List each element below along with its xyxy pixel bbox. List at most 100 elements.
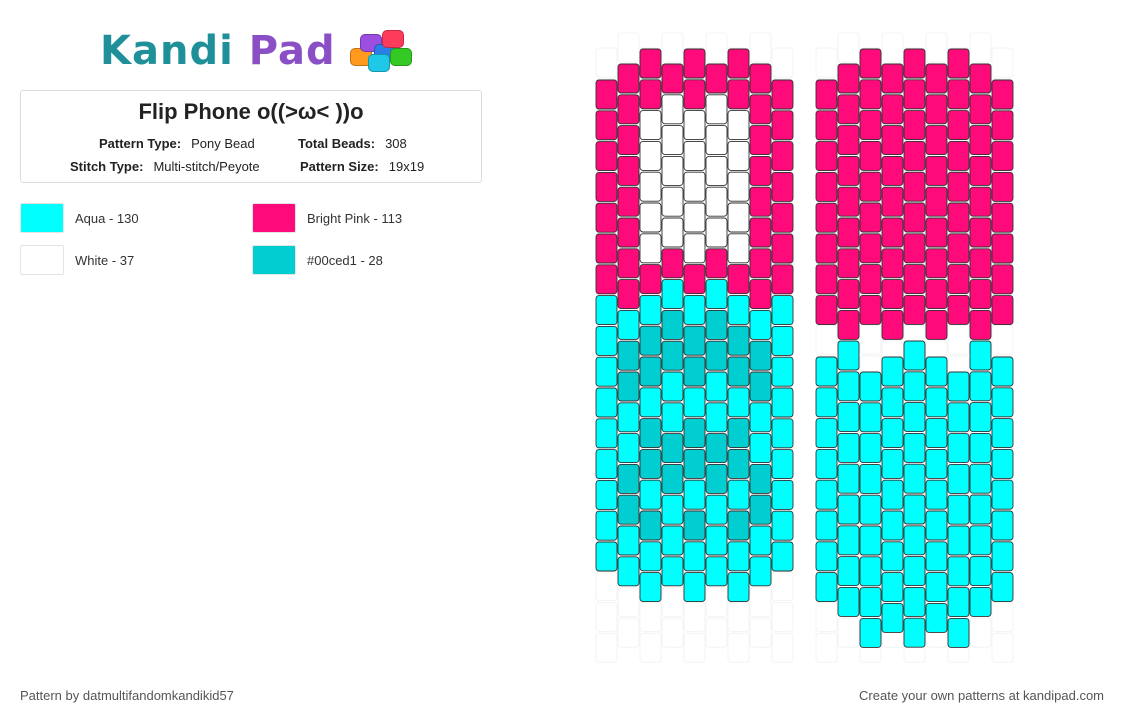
- bead: [837, 402, 860, 433]
- bead: [903, 110, 926, 141]
- bead: [727, 294, 750, 325]
- bead: [683, 510, 706, 541]
- bead: [925, 387, 948, 418]
- bead: [947, 463, 970, 494]
- bead: [705, 525, 728, 556]
- bead: [881, 279, 904, 310]
- bead: [991, 171, 1014, 202]
- total-beads: Total Beads: 308: [298, 136, 407, 151]
- bead: [947, 617, 970, 648]
- empty-slot: [661, 587, 684, 617]
- bead: [661, 556, 684, 587]
- pattern-size: Pattern Size: 19x19: [300, 159, 425, 174]
- bead: [639, 510, 662, 541]
- bead: [771, 79, 794, 110]
- legend-item-aqua: Aqua - 130: [20, 202, 139, 234]
- bead: [947, 79, 970, 110]
- bead: [727, 110, 750, 141]
- bead: [639, 448, 662, 479]
- bead: [881, 418, 904, 449]
- pattern-title: Flip Phone o((>ω< ))o: [138, 99, 364, 124]
- bead: [925, 63, 948, 94]
- bead: [661, 186, 684, 217]
- bead: [617, 340, 640, 371]
- bead: [727, 479, 750, 510]
- bead: [859, 617, 882, 648]
- bead: [771, 264, 794, 295]
- pattern-info-card: Flip Phone o((>ω< ))o Pattern Type: Pony …: [20, 90, 482, 183]
- bead: [771, 418, 794, 449]
- bead: [771, 295, 794, 326]
- bead: [859, 294, 882, 325]
- bead: [815, 387, 838, 418]
- bead: [837, 463, 860, 494]
- empty-slot: [727, 632, 750, 663]
- bead: [837, 494, 860, 525]
- empty-slot: [969, 32, 992, 63]
- bead: [815, 233, 838, 264]
- bead: [727, 572, 750, 603]
- bead: [683, 356, 706, 387]
- bead: [859, 463, 882, 494]
- bead: [903, 586, 926, 617]
- bead: [727, 541, 750, 572]
- empty-slot: [661, 32, 684, 63]
- bead: [661, 402, 684, 433]
- bead: [969, 586, 992, 617]
- empty-slot: [661, 617, 684, 648]
- bead: [991, 479, 1014, 510]
- bead: [903, 402, 926, 433]
- empty-slot: [837, 32, 860, 63]
- bead: [903, 463, 926, 494]
- bead: [705, 217, 728, 248]
- bead: [617, 217, 640, 248]
- bead: [771, 449, 794, 480]
- empty-slot: [859, 324, 882, 355]
- bead: [947, 402, 970, 433]
- bead: [859, 171, 882, 202]
- bead: [925, 186, 948, 217]
- bead: [969, 463, 992, 494]
- empty-slot: [683, 632, 706, 663]
- bead: [925, 279, 948, 310]
- bead: [749, 248, 772, 279]
- bead: [705, 463, 728, 494]
- bead: [991, 572, 1014, 603]
- bead: [595, 202, 618, 233]
- kandi-pad-logo[interactable]: Kandi Pad: [100, 26, 416, 76]
- bead: [595, 264, 618, 295]
- bead: [749, 309, 772, 340]
- bead: [639, 110, 662, 141]
- bead: [837, 309, 860, 340]
- bead: [617, 309, 640, 340]
- empty-slot: [595, 47, 618, 78]
- bead: [595, 295, 618, 326]
- bead: [947, 525, 970, 556]
- bead: [969, 402, 992, 433]
- bead: [815, 141, 838, 172]
- bead: [617, 186, 640, 217]
- kandipad-cta-link[interactable]: Create your own patterns at kandipad.com: [859, 688, 1104, 703]
- color-swatch: [252, 245, 296, 275]
- bead: [749, 186, 772, 217]
- bead: [683, 264, 706, 295]
- bead: [639, 325, 662, 356]
- bead: [991, 79, 1014, 110]
- bead: [705, 279, 728, 310]
- bead: [903, 556, 926, 587]
- bead: [639, 479, 662, 510]
- bead: [815, 418, 838, 449]
- empty-slot: [991, 602, 1014, 632]
- bead: [837, 186, 860, 217]
- bead: [925, 309, 948, 340]
- bead: [749, 371, 772, 402]
- bead: [595, 79, 618, 110]
- bead: [881, 572, 904, 603]
- empty-slot: [815, 602, 838, 632]
- empty-slot: [815, 324, 838, 355]
- bead: [749, 217, 772, 248]
- bead: [947, 556, 970, 587]
- bead: [639, 418, 662, 449]
- bead: [837, 340, 860, 371]
- bead: [683, 387, 706, 418]
